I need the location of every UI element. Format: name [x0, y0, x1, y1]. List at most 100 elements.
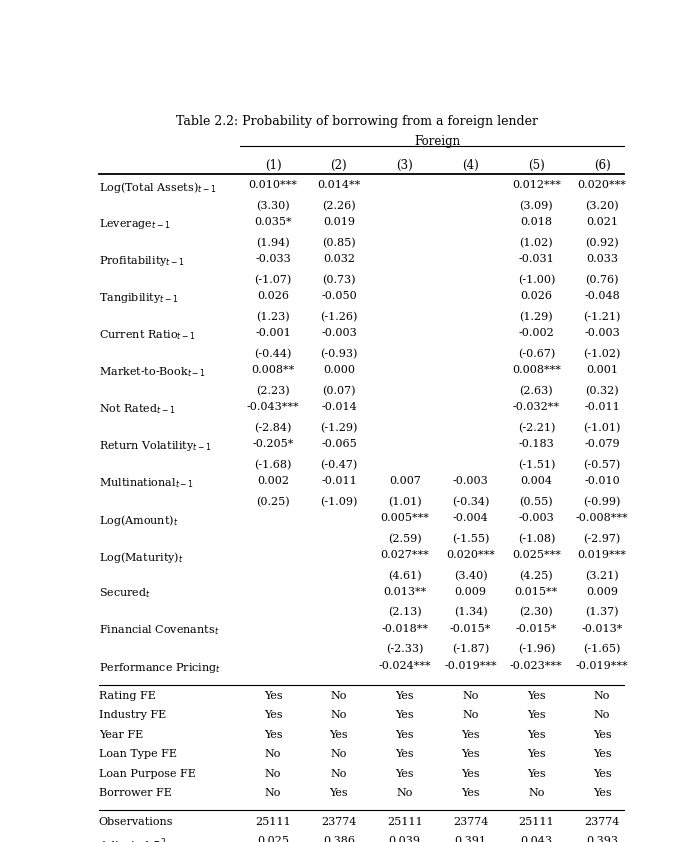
Text: Yes: Yes: [264, 730, 283, 740]
Text: (1): (1): [264, 159, 281, 173]
Text: Yes: Yes: [527, 749, 546, 759]
Text: (6): (6): [594, 159, 610, 173]
Text: (-0.34): (-0.34): [452, 497, 489, 507]
Text: (-0.67): (-0.67): [518, 349, 555, 359]
Text: (2.13): (2.13): [388, 607, 422, 618]
Text: (-1.65): (-1.65): [583, 644, 621, 655]
Text: Log(Total Assets)$_{t-1}$: Log(Total Assets)$_{t-1}$: [99, 180, 216, 195]
Text: Observations: Observations: [99, 817, 173, 827]
Text: (-1.87): (-1.87): [452, 644, 489, 655]
Text: 23774: 23774: [322, 817, 356, 827]
Text: 25111: 25111: [255, 817, 291, 827]
Text: -0.043***: -0.043***: [247, 402, 299, 412]
Text: Adjusted $R^2$: Adjusted $R^2$: [99, 836, 167, 842]
Text: (0.55): (0.55): [519, 497, 553, 507]
Text: No: No: [462, 711, 479, 721]
Text: Yes: Yes: [527, 730, 546, 740]
Text: 0.015**: 0.015**: [515, 587, 558, 597]
Text: 0.009: 0.009: [586, 587, 618, 597]
Text: (-0.99): (-0.99): [583, 497, 621, 507]
Text: (-0.57): (-0.57): [583, 460, 621, 470]
Text: (4): (4): [462, 159, 479, 173]
Text: 0.025: 0.025: [257, 836, 289, 842]
Text: -0.023***: -0.023***: [510, 661, 562, 670]
Text: Yes: Yes: [395, 730, 414, 740]
Text: (0.07): (0.07): [322, 386, 356, 396]
Text: 0.027***: 0.027***: [380, 550, 429, 560]
Text: -0.015*: -0.015*: [450, 624, 491, 633]
Text: (5): (5): [528, 159, 545, 173]
Text: Loan Purpose FE: Loan Purpose FE: [99, 769, 196, 779]
Text: 0.021: 0.021: [586, 217, 618, 227]
Text: Borrower FE: Borrower FE: [99, 788, 172, 798]
Text: Industry FE: Industry FE: [99, 711, 166, 721]
Text: (3.40): (3.40): [454, 570, 487, 581]
Text: No: No: [397, 788, 413, 798]
Text: -0.004: -0.004: [452, 513, 489, 523]
Text: Log(Maturity)$_t$: Log(Maturity)$_t$: [99, 550, 184, 565]
Text: -0.015*: -0.015*: [516, 624, 557, 633]
Text: (-0.44): (-0.44): [255, 349, 292, 359]
Text: -0.048: -0.048: [584, 291, 620, 301]
Text: Return Volatility$_{t-1}$: Return Volatility$_{t-1}$: [99, 439, 212, 453]
Text: -0.019***: -0.019***: [576, 661, 628, 670]
Text: (2): (2): [331, 159, 347, 173]
Text: 0.013**: 0.013**: [383, 587, 427, 597]
Text: -0.014: -0.014: [321, 402, 357, 412]
Text: 0.000: 0.000: [323, 365, 355, 375]
Text: (3.09): (3.09): [519, 201, 553, 211]
Text: (-1.02): (-1.02): [583, 349, 621, 359]
Text: Financial Covenants$_t$: Financial Covenants$_t$: [99, 624, 219, 637]
Text: 0.039: 0.039: [388, 836, 420, 842]
Text: (-1.29): (-1.29): [320, 423, 358, 433]
Text: Yes: Yes: [264, 691, 283, 701]
Text: (-1.55): (-1.55): [452, 534, 489, 544]
Text: -0.003: -0.003: [584, 328, 620, 338]
Text: -0.011: -0.011: [321, 476, 357, 486]
Text: No: No: [462, 691, 479, 701]
Text: (0.85): (0.85): [322, 237, 356, 248]
Text: (1.02): (1.02): [519, 237, 553, 248]
Text: -0.002: -0.002: [519, 328, 554, 338]
Text: No: No: [331, 749, 347, 759]
Text: 0.012***: 0.012***: [512, 180, 561, 190]
Text: (2.23): (2.23): [256, 386, 290, 396]
Text: Multinational$_{t-1}$: Multinational$_{t-1}$: [99, 476, 194, 489]
Text: 0.005***: 0.005***: [380, 513, 429, 523]
Text: (0.92): (0.92): [585, 237, 619, 248]
Text: No: No: [331, 769, 347, 779]
Text: -0.013*: -0.013*: [581, 624, 623, 633]
Text: (-0.93): (-0.93): [320, 349, 358, 359]
Text: 0.032: 0.032: [323, 254, 355, 264]
Text: 0.018: 0.018: [521, 217, 553, 227]
Text: (2.30): (2.30): [519, 607, 553, 618]
Text: No: No: [265, 788, 281, 798]
Text: 0.020***: 0.020***: [578, 180, 626, 190]
Text: -0.003: -0.003: [519, 513, 554, 523]
Text: Yes: Yes: [461, 788, 480, 798]
Text: 0.004: 0.004: [521, 476, 553, 486]
Text: Tangibility$_{t-1}$: Tangibility$_{t-1}$: [99, 291, 178, 305]
Text: -0.031: -0.031: [519, 254, 554, 264]
Text: Yes: Yes: [461, 730, 480, 740]
Text: (3.20): (3.20): [585, 201, 619, 211]
Text: -0.205*: -0.205*: [253, 439, 294, 449]
Text: Yes: Yes: [395, 769, 414, 779]
Text: Year FE: Year FE: [99, 730, 143, 740]
Text: (-1.51): (-1.51): [518, 460, 555, 470]
Text: 0.019: 0.019: [323, 217, 355, 227]
Text: Yes: Yes: [527, 769, 546, 779]
Text: No: No: [331, 711, 347, 721]
Text: 0.020***: 0.020***: [446, 550, 495, 560]
Text: Yes: Yes: [330, 730, 348, 740]
Text: (-1.26): (-1.26): [320, 312, 358, 322]
Text: 0.008**: 0.008**: [251, 365, 294, 375]
Text: 0.026: 0.026: [257, 291, 289, 301]
Text: (2.63): (2.63): [519, 386, 553, 396]
Text: (1.01): (1.01): [388, 497, 422, 507]
Text: (-1.21): (-1.21): [583, 312, 621, 322]
Text: Market-to-Book$_{t-1}$: Market-to-Book$_{t-1}$: [99, 365, 206, 379]
Text: (-1.68): (-1.68): [255, 460, 292, 470]
Text: Yes: Yes: [395, 691, 414, 701]
Text: (0.76): (0.76): [585, 274, 619, 285]
